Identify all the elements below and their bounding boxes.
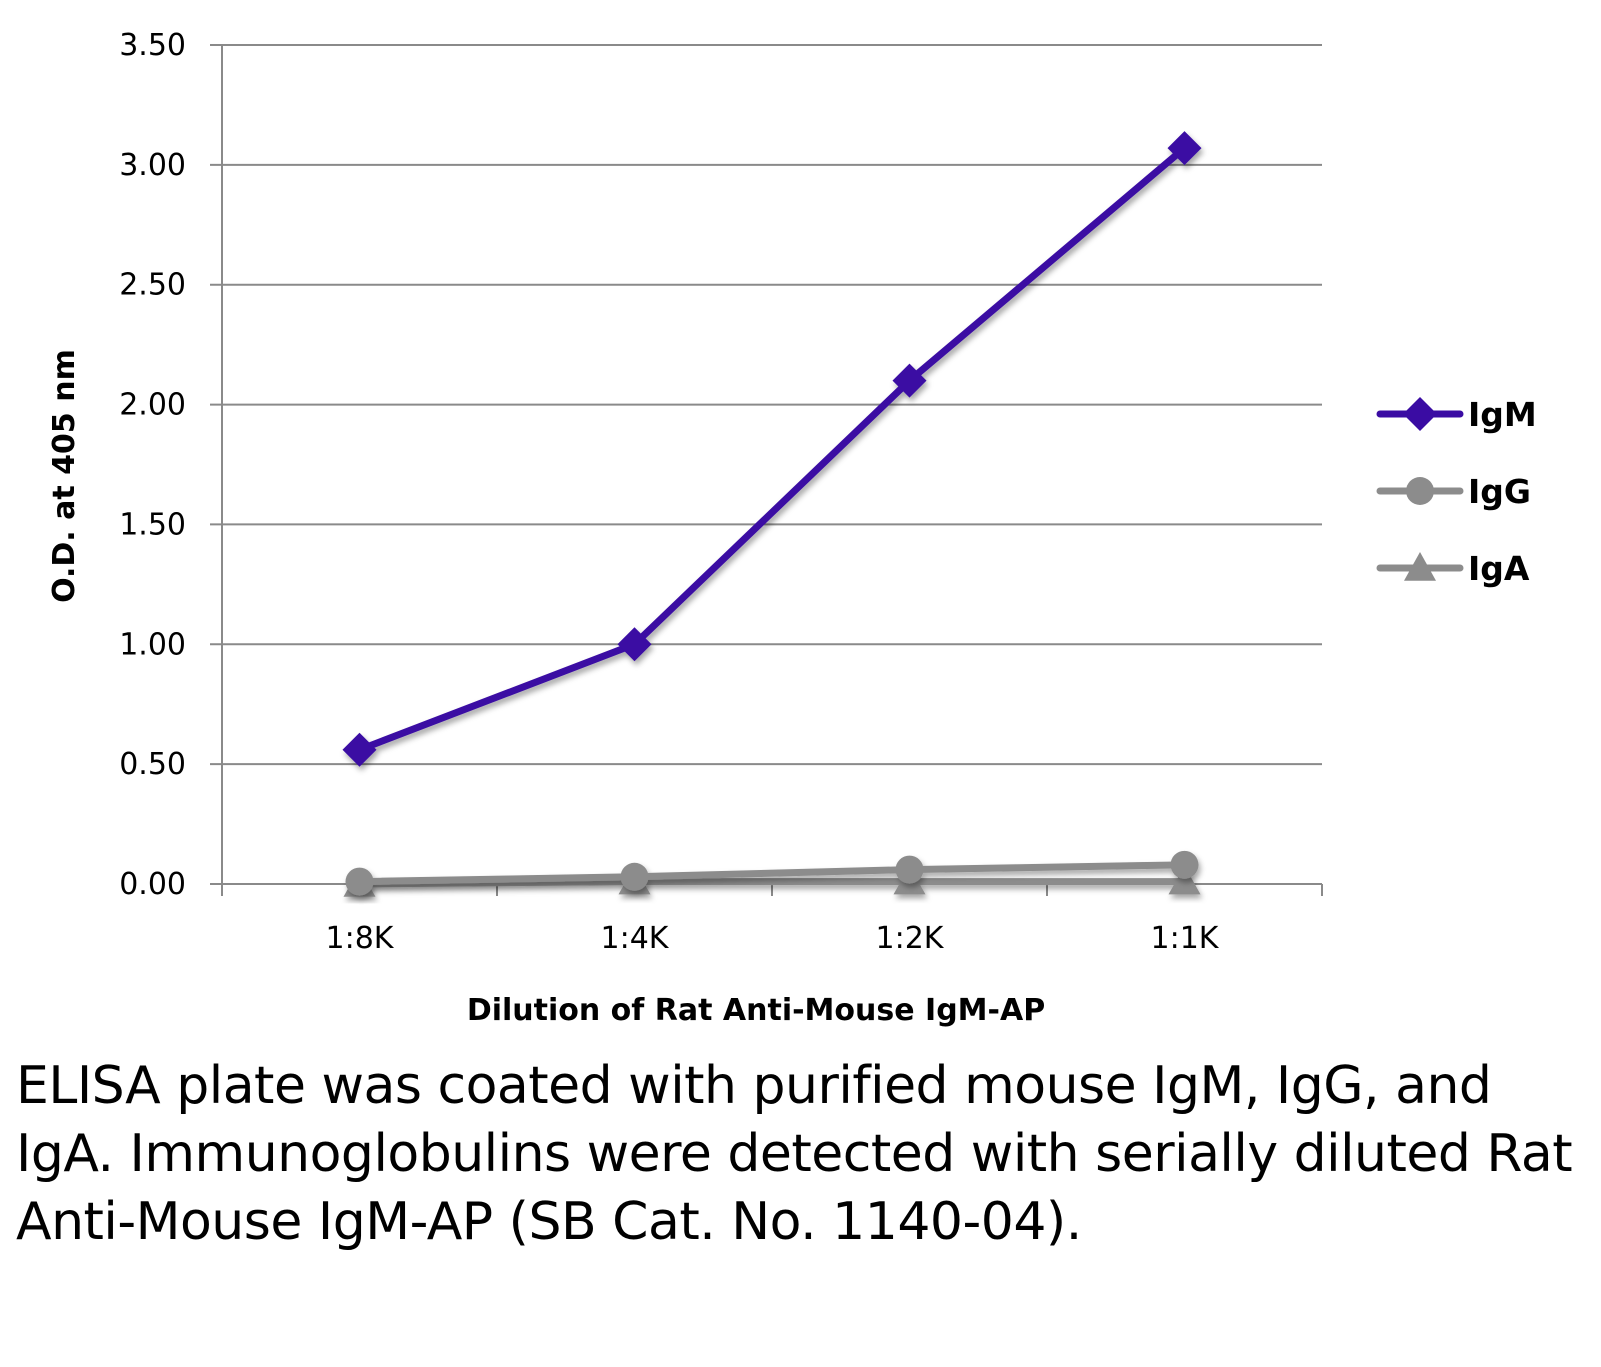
data-point-igm (342, 732, 377, 767)
data-point-igg (620, 862, 649, 891)
y-tick-label: 2.00 (119, 388, 186, 423)
y-tick-label: 2.50 (119, 268, 186, 303)
x-tick-label: 1:1K (1151, 921, 1220, 956)
y-tick-label: 1.00 (119, 627, 186, 662)
y-tick-label: 1.50 (119, 507, 186, 542)
data-point-igg (895, 855, 924, 884)
axes: 0.00 0.50 1.00 1.50 2.00 2.50 3.00 3.50 1:8K 1:4K… (119, 28, 1323, 956)
series-line-igg (356, 861, 1188, 886)
series-igm (342, 131, 1202, 767)
data-point-igm (617, 627, 652, 662)
y-tick-label: 3.50 (119, 28, 186, 63)
x-tick-label: 1:4K (601, 921, 670, 956)
x-axis-title: Dilution of Rat Anti-Mouse IgM-AP (467, 993, 1045, 1028)
data-point-igm (1167, 131, 1202, 166)
data-point-igg (345, 867, 374, 896)
x-tick-label: 1:8K (326, 921, 395, 956)
series-group (342, 131, 1202, 897)
y-tick-label: 0.50 (119, 747, 186, 782)
legend-label: IgA (1468, 549, 1530, 588)
figure-caption: ELISA plate was coated with purified mou… (16, 1056, 1573, 1252)
y-tick-label: 3.00 (119, 148, 186, 183)
legend-item-iga: IgA (1376, 549, 1530, 588)
data-point-igg (1170, 850, 1199, 879)
legend-label: IgM (1468, 395, 1537, 434)
legend-label: IgG (1468, 472, 1531, 511)
legend-item-igm: IgM (1376, 395, 1537, 434)
gridlines (210, 44, 1322, 885)
legend: IgM IgG IgA (1376, 395, 1537, 588)
series-line-iga (356, 878, 1188, 888)
series-line-igm (356, 144, 1188, 754)
y-tick-label: 0.00 (119, 867, 186, 902)
data-point-igm (892, 363, 927, 398)
legend-marker (1403, 397, 1437, 431)
y-axis-title: O.D. at 405 nm (47, 349, 82, 603)
legend-marker (1406, 477, 1434, 505)
data-point-iga (1168, 865, 1201, 895)
series-igg (345, 850, 1199, 896)
x-tick-label: 1:2K (876, 921, 945, 956)
legend-marker (1404, 552, 1436, 581)
legend-item-igg: IgG (1376, 472, 1531, 511)
elisa-line-chart: 0.00 0.50 1.00 1.50 2.00 2.50 3.00 3.50 1:8K 1:4K… (47, 28, 1537, 1028)
